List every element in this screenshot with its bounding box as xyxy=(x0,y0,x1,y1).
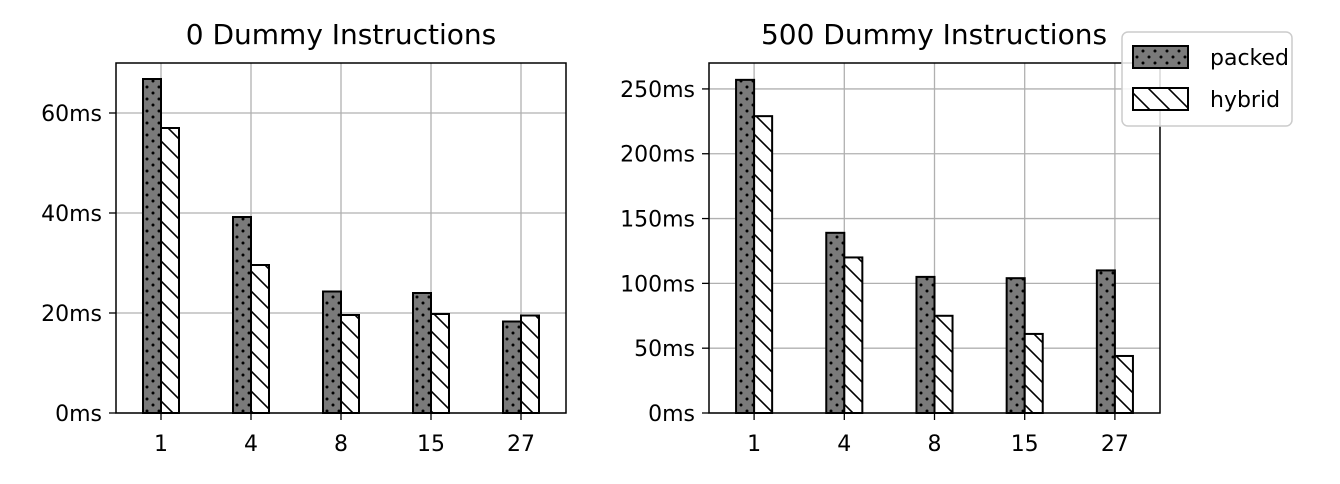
bar-packed-1 xyxy=(735,78,756,415)
legend-label-packed: packed xyxy=(1210,46,1289,71)
x-tick-label: 27 xyxy=(1101,432,1129,457)
x-tick-label: 1 xyxy=(154,432,168,457)
legend-swatch-packed xyxy=(1132,45,1189,69)
bar-packed-15 xyxy=(1005,277,1026,414)
x-tick-label: 15 xyxy=(417,432,445,457)
bar-hybrid-4 xyxy=(250,264,270,414)
bar-hybrid-8 xyxy=(933,314,954,414)
bar-packed-8 xyxy=(322,290,342,414)
bar-hybrid-27 xyxy=(1113,354,1134,414)
y-tick-label: 150ms xyxy=(620,208,695,233)
legend-label-hybrid: hybrid xyxy=(1210,88,1280,113)
axes-frame xyxy=(708,62,1161,414)
chart-500-dummy-instructions: 500 Dummy Instructions 0ms50ms100ms150ms… xyxy=(620,18,1161,457)
bar-hybrid-1 xyxy=(160,127,180,414)
axes-frame xyxy=(115,62,567,414)
x-ticks: 1 4 8 15 27 xyxy=(154,413,535,457)
y-tick-label: 250ms xyxy=(620,78,695,103)
bar-packed-27 xyxy=(1095,269,1116,414)
y-tick-label: 20ms xyxy=(41,302,102,327)
y-tick-label: 0ms xyxy=(648,402,695,427)
bar-hybrid-15 xyxy=(430,313,450,414)
x-tick-label: 4 xyxy=(837,432,851,457)
bar-packed-4 xyxy=(232,216,252,414)
chart-title: 500 Dummy Instructions xyxy=(761,18,1107,51)
x-tick-label: 4 xyxy=(244,432,258,457)
y-tick-label: 0ms xyxy=(55,402,102,427)
y-ticks: 0ms 50ms 100ms 150ms 200ms 250ms xyxy=(620,78,709,427)
legend-swatch-hybrid xyxy=(1132,87,1189,111)
y-tick-label: 100ms xyxy=(620,272,695,297)
bar-hybrid-4 xyxy=(843,256,864,415)
bars xyxy=(735,78,1134,415)
bar-packed-1 xyxy=(142,78,162,414)
bar-hybrid-27 xyxy=(520,314,540,414)
bar-packed-15 xyxy=(412,292,432,414)
x-tick-label: 8 xyxy=(334,432,348,457)
bar-packed-8 xyxy=(915,275,936,414)
x-tick-label: 27 xyxy=(507,432,535,457)
x-tick-label: 8 xyxy=(928,432,942,457)
bar-hybrid-15 xyxy=(1023,332,1044,415)
bar-packed-27 xyxy=(502,320,522,414)
bar-packed-4 xyxy=(825,231,846,414)
y-tick-label: 50ms xyxy=(634,337,695,362)
x-tick-label: 15 xyxy=(1011,432,1039,457)
x-tick-label: 1 xyxy=(747,432,761,457)
bars xyxy=(142,78,540,414)
chart-0-dummy-instructions: 0 Dummy Instructions 0ms 20ms 40ms 60ms 1 4 8… xyxy=(41,18,567,457)
x-ticks: 1 4 8 15 27 xyxy=(747,413,1129,457)
y-tick-label: 40ms xyxy=(41,202,102,227)
y-tick-label: 60ms xyxy=(41,102,102,127)
y-tick-label: 200ms xyxy=(620,143,695,168)
chart-title: 0 Dummy Instructions xyxy=(186,18,497,51)
bar-hybrid-1 xyxy=(753,115,774,414)
legend: packed hybrid xyxy=(1121,31,1293,127)
bar-hybrid-8 xyxy=(340,314,360,414)
y-ticks: 0ms 20ms 40ms 60ms xyxy=(41,102,116,427)
